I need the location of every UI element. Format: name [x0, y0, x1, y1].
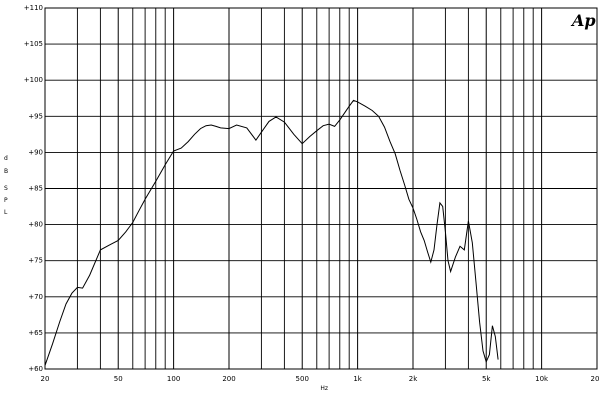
- y-tick-label: +75: [28, 257, 43, 265]
- y-axis-label-char: S: [4, 185, 8, 192]
- y-tick-label: +60: [28, 365, 43, 373]
- x-tick-label: 50: [114, 375, 123, 383]
- x-tick-label: 20: [41, 375, 50, 383]
- y-tick-label: +70: [28, 293, 43, 301]
- y-tick-label: +105: [24, 40, 43, 48]
- y-tick-label: +100: [24, 76, 43, 84]
- x-tick-label: 10k: [535, 375, 549, 383]
- y-tick-label: +95: [28, 112, 43, 120]
- y-tick-label: +85: [28, 185, 43, 193]
- ap-logo: Ap: [570, 11, 596, 30]
- y-axis-label-char: L: [4, 209, 8, 216]
- x-tick-labels: 20 50 100 200 500 1k 2k 5k 10k 20k: [41, 375, 600, 383]
- x-tick-label: 2k: [409, 375, 418, 383]
- plot-frame: [44, 7, 598, 370]
- y-tick-label: +90: [28, 148, 43, 156]
- x-tick-label: 200: [222, 375, 235, 383]
- y-tick-label: +65: [28, 329, 43, 337]
- x-axis-label: Hz: [320, 385, 328, 392]
- series-line: [44, 99, 499, 366]
- x-tick-label: 5k: [482, 375, 491, 383]
- x-tick-label: 1k: [353, 375, 362, 383]
- x-tick-label: 500: [296, 375, 309, 383]
- y-tick-label: +110: [24, 4, 43, 12]
- y-tick-labels: +110 +105 +100 +95 +90 +85 +80 +75 +70 +65 +60: [24, 4, 43, 373]
- y-tick-label: +80: [28, 221, 43, 229]
- y-axis-label: dB SPL: [4, 155, 8, 216]
- y-axis-label-char: B: [4, 168, 8, 175]
- y-axis-label-char: d: [4, 155, 8, 162]
- x-tick-label: 100: [167, 375, 180, 383]
- x-tick-label: 20k: [591, 375, 600, 383]
- y-axis-label-char: P: [4, 197, 8, 204]
- grid-lines: [44, 7, 598, 370]
